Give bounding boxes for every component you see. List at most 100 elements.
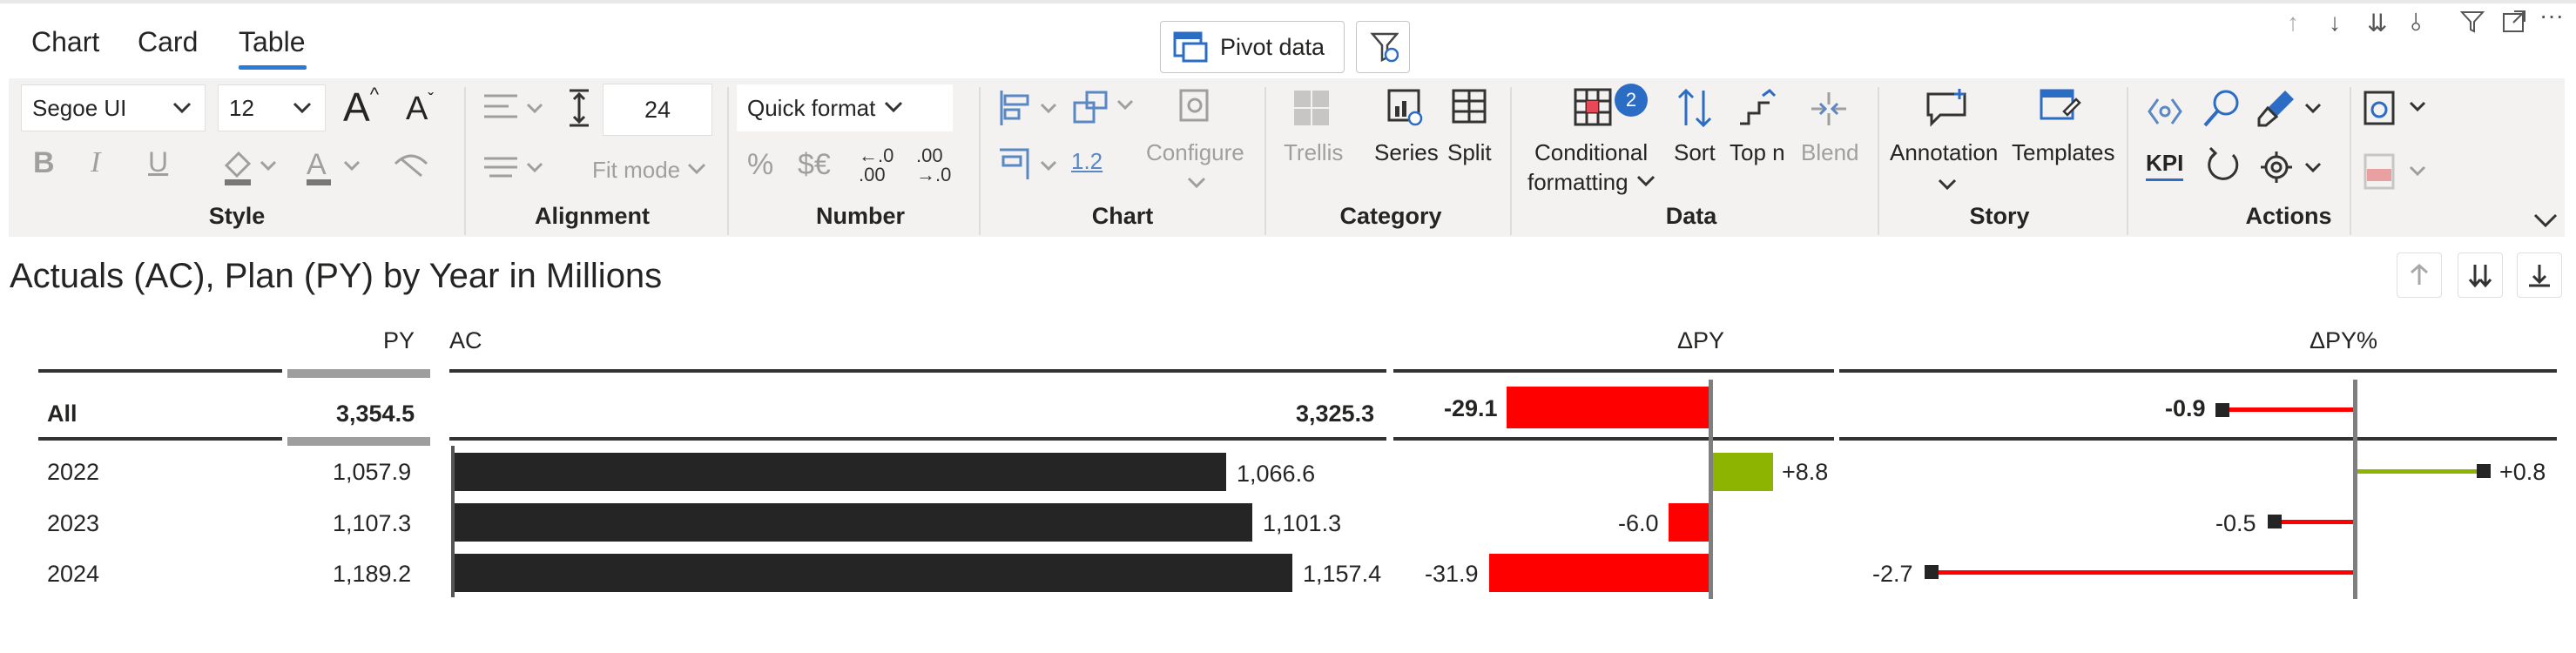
header-rule: [1393, 369, 1834, 373]
blend-icon[interactable]: [1808, 89, 1850, 133]
trellis-label[interactable]: Trellis: [1284, 139, 1344, 165]
conditional-formatting-icon[interactable]: [1573, 87, 1615, 133]
expand-hierarchy-icon[interactable]: ⫰: [2411, 9, 2422, 36]
tab-table[interactable]: Table: [239, 26, 306, 57]
header-rule: [38, 369, 282, 373]
more-options-icon[interactable]: ···: [2539, 2, 2564, 29]
delta-py-pct-axis: [2353, 380, 2357, 599]
sort-label[interactable]: Sort: [1674, 139, 1716, 165]
configure-label[interactable]: Configure: [1146, 139, 1244, 165]
delta-py-pct-pin-2024: [1932, 570, 2355, 575]
pivot-data-button[interactable]: Pivot data: [1160, 21, 1345, 73]
filter-gear-icon: [1370, 32, 1399, 63]
search-icon[interactable]: [2202, 87, 2243, 133]
font-family-dropdown[interactable]: Segoe UI: [21, 84, 206, 131]
row-label-2024[interactable]: 2024: [47, 561, 100, 587]
series-icon[interactable]: [1386, 87, 1425, 131]
row-height-icon[interactable]: [566, 87, 592, 135]
delta-py-pct-pin-2023: [2275, 520, 2355, 524]
top-n-label[interactable]: Top n: [1730, 139, 1785, 165]
column-header-delta-py[interactable]: ΔPY: [1677, 327, 1725, 353]
column-header-ac[interactable]: AC: [449, 327, 482, 353]
story-group-label: Story: [1969, 203, 2030, 229]
paint-brush-icon[interactable]: [2257, 87, 2327, 135]
double-arrow-down-icon: [2468, 265, 2492, 288]
reset-icon[interactable]: [2203, 146, 2242, 189]
tab-card[interactable]: Card: [138, 26, 199, 57]
horizontal-align-icon[interactable]: [481, 87, 550, 135]
row-delta-py-pct-2023: -0.5: [2215, 510, 2256, 536]
scale-label[interactable]: 1.2: [1071, 148, 1103, 174]
templates-label[interactable]: Templates: [2012, 139, 2115, 165]
row-label-2023[interactable]: 2023: [47, 510, 100, 536]
quick-format-dropdown[interactable]: Quick format: [737, 84, 953, 131]
vertical-align-icon[interactable]: [481, 151, 550, 191]
collapse-ribbon-icon[interactable]: [2531, 209, 2560, 232]
annotation-icon[interactable]: [1925, 87, 1970, 133]
decrease-font-icon[interactable]: Aˇ: [406, 91, 435, 127]
decrease-decimals-icon[interactable]: ←.0.00: [859, 145, 894, 185]
arrow-up-icon[interactable]: ↑: [2287, 9, 2299, 36]
bold-icon[interactable]: B: [33, 146, 55, 179]
row-height-input[interactable]: 24: [603, 84, 712, 136]
font-size-dropdown[interactable]: 12: [218, 84, 326, 131]
chevron-down-icon: [1187, 177, 1206, 189]
configure-icon[interactable]: [1177, 87, 1212, 130]
header-rule: [449, 369, 1386, 373]
trellis-icon[interactable]: [1292, 89, 1331, 131]
row-delta-py-pct-2024: -2.7: [1872, 561, 1913, 587]
fit-mode-dropdown[interactable]: Fit mode: [592, 157, 681, 183]
drill-up-button[interactable]: [2397, 252, 2442, 298]
increase-font-icon[interactable]: A^: [343, 84, 380, 130]
increase-decimals-icon[interactable]: .00 →.0: [916, 145, 952, 185]
currency-icon[interactable]: $€: [798, 148, 831, 181]
percent-icon[interactable]: %: [747, 148, 774, 181]
font-size-value: 12: [229, 94, 254, 121]
total-delta-py-bar: [1507, 387, 1710, 428]
filter-icon[interactable]: [2459, 9, 2485, 41]
fill-color-icon[interactable]: [218, 141, 284, 194]
arrow-up-icon: [2411, 263, 2428, 285]
annotation-label[interactable]: Annotation: [1890, 139, 1999, 165]
expand-level-button[interactable]: [2517, 252, 2562, 298]
ribbon-toolbar: [9, 78, 2565, 237]
chart-layout-icon[interactable]: [996, 87, 1066, 133]
templates-icon[interactable]: [2038, 85, 2083, 131]
filter-settings-button[interactable]: [1356, 21, 1410, 73]
pdf-export-icon[interactable]: [2362, 151, 2431, 198]
blend-label[interactable]: Blend: [1801, 139, 1859, 165]
row-delta-py-pct-2022: +0.8: [2499, 459, 2546, 485]
conditional-formatting-count-badge: 2: [1615, 84, 1648, 117]
chart-variant-icon[interactable]: [1071, 87, 1141, 133]
italic-icon[interactable]: I: [91, 146, 101, 178]
settings-gear-icon[interactable]: [2259, 148, 2329, 191]
font-color-icon[interactable]: A: [301, 141, 368, 194]
chart-orientation-icon[interactable]: [996, 145, 1066, 191]
split-icon[interactable]: [1451, 87, 1489, 131]
underline-icon[interactable]: U: [148, 146, 169, 178]
sort-icon[interactable]: [1676, 87, 1714, 133]
group-divider: [727, 87, 729, 235]
double-arrow-down-icon[interactable]: ⇊: [2367, 10, 2388, 37]
expand-hierarchy-icon: [2529, 265, 2550, 287]
kpi-button[interactable]: KPI: [2146, 150, 2184, 181]
conditional-formatting-label[interactable]: Conditional: [1534, 139, 1649, 165]
hide-icon[interactable]: [392, 150, 430, 184]
series-label[interactable]: Series: [1374, 139, 1439, 165]
tab-chart[interactable]: Chart: [31, 26, 100, 57]
export-settings-icon[interactable]: [2362, 87, 2431, 133]
link-icon[interactable]: [2146, 94, 2184, 133]
column-header-delta-py-pct[interactable]: ΔPY%: [2310, 327, 2378, 353]
focus-mode-icon[interactable]: [2501, 9, 2527, 41]
top-n-icon[interactable]: [1736, 87, 1778, 133]
visual-title: Actuals (AC), Plan (PY) by Year in Milli…: [10, 257, 663, 295]
row-label-2022[interactable]: 2022: [47, 459, 100, 485]
column-header-py[interactable]: PY: [383, 327, 415, 353]
group-divider: [2350, 87, 2351, 235]
delta-py-pct-pin-head-2022: [2477, 464, 2491, 478]
conditional-formatting-label-line2[interactable]: formatting: [1527, 169, 1629, 195]
expand-all-button[interactable]: [2458, 252, 2503, 298]
split-label[interactable]: Split: [1447, 139, 1492, 165]
arrow-down-icon[interactable]: ↓: [2329, 9, 2341, 36]
style-group-label: Style: [208, 203, 266, 229]
